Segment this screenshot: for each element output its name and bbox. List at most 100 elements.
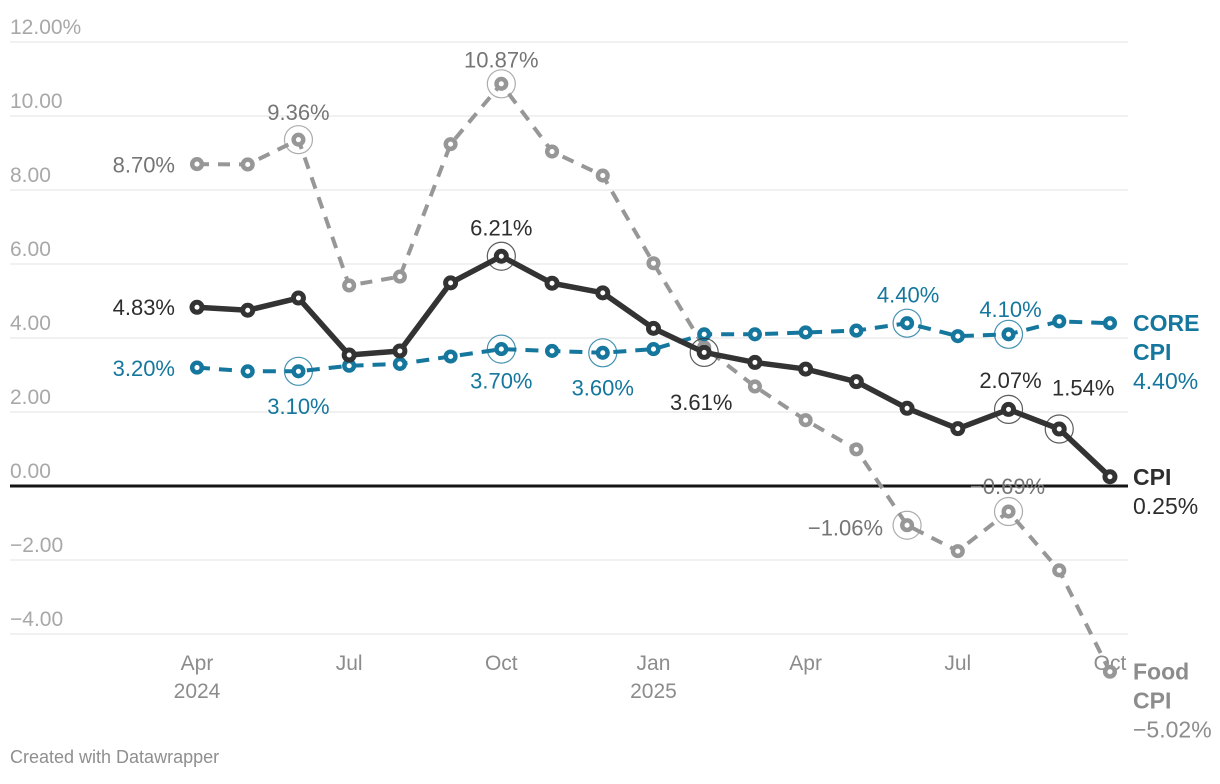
highlight-ring-cpi: [1044, 414, 1074, 444]
point-core-cpi-Jun 2025: [900, 316, 915, 331]
point-food-cpi-Dec 2024: [595, 168, 610, 183]
data-label-core-cpi: 3.70%: [470, 369, 532, 394]
point-cpi-Aug 2024: [392, 343, 408, 359]
highlight-ring-cpi: [689, 337, 719, 368]
point-cpi-Jul 2024: [341, 347, 357, 363]
point-food-cpi-May 2024: [240, 157, 255, 172]
point-cpi-Sep 2024: [443, 275, 459, 291]
y-axis-label: 2.00: [10, 386, 51, 409]
point-cpi-Sep 2025: [1051, 421, 1067, 437]
point-core-cpi-May 2024: [240, 364, 255, 379]
y-axis-label: −2.00: [10, 534, 63, 557]
series-end-value-cpi: 0.25%: [1133, 493, 1198, 519]
highlight-ring-food-cpi: [283, 125, 314, 155]
point-cpi-Feb 2025: [696, 344, 712, 360]
point-food-cpi-Aug 2025: [1001, 504, 1016, 519]
point-core-cpi-May 2025: [849, 323, 864, 338]
point-core-cpi-Aug 2025: [1001, 327, 1016, 342]
x-axis-label: Apr: [789, 652, 822, 675]
data-label-food-cpi: −1.06%: [808, 516, 883, 541]
data-label-core-cpi: 3.60%: [572, 375, 634, 400]
point-food-cpi-Jul 2024: [342, 278, 357, 293]
point-cpi-Apr 2025: [798, 361, 814, 377]
point-core-cpi-Feb 2025: [697, 327, 712, 342]
x-axis-label: Jul: [944, 652, 971, 675]
line-food-cpi: [196, 80, 1112, 673]
x-axis-label: Oct: [1094, 652, 1127, 675]
point-food-cpi-Jun 2025: [900, 518, 915, 533]
highlight-ring-core-cpi: [993, 319, 1024, 349]
x-axis-label: Jan: [637, 652, 671, 675]
point-food-cpi-Nov 2024: [544, 144, 560, 159]
series-name-core-cpi: CORE: [1133, 310, 1199, 336]
highlight-ring-cpi: [993, 394, 1024, 425]
point-food-cpi-Sep 2024: [443, 137, 458, 152]
point-cpi-May 2024: [240, 302, 256, 318]
y-axis-label: 10.00: [10, 90, 63, 113]
point-core-cpi-Sep 2024: [443, 349, 458, 364]
series-name-food-cpi: CPI: [1133, 688, 1171, 714]
data-label-food-cpi: 10.87%: [464, 47, 539, 72]
highlight-ring-cpi: [486, 241, 516, 271]
point-food-cpi-Mar 2025: [747, 379, 762, 394]
point-cpi-Nov 2024: [544, 275, 560, 291]
point-food-cpi-Oct 2025: [1102, 664, 1118, 679]
data-label-cpi: 2.07%: [979, 368, 1041, 393]
data-label-food-cpi: −0.69%: [970, 474, 1045, 499]
y-axis-label: 12.00%: [10, 16, 81, 39]
point-core-cpi-Apr 2025: [798, 325, 813, 340]
highlight-ring-food-cpi: [993, 496, 1024, 527]
data-label-food-cpi: 9.36%: [267, 100, 329, 125]
point-food-cpi-Jan 2025: [646, 256, 661, 271]
x-axis-label: Apr: [181, 652, 214, 675]
y-axis-label: −4.00: [10, 608, 63, 631]
x-axis-label: 2025: [630, 680, 677, 703]
point-core-cpi-Oct 2024: [494, 342, 509, 357]
data-label-core-cpi: 4.10%: [979, 297, 1041, 322]
series-name-food-cpi: Food: [1133, 659, 1189, 685]
y-axis-label: 4.00: [10, 312, 51, 335]
highlight-ring-core-cpi: [283, 356, 314, 386]
data-label-cpi: 1.54%: [1052, 376, 1114, 401]
point-core-cpi-Sep 2025: [1052, 314, 1067, 329]
y-axis-label: 6.00: [10, 238, 51, 261]
point-food-cpi-Sep 2025: [1052, 563, 1067, 578]
data-label-core-cpi: 3.10%: [267, 394, 329, 419]
x-axis-label: Oct: [485, 652, 518, 675]
highlight-ring-food-cpi: [892, 510, 922, 540]
point-food-cpi-Jul 2025: [950, 544, 965, 559]
point-food-cpi-Aug 2024: [392, 269, 407, 284]
point-cpi-Oct 2024: [493, 248, 509, 264]
series-end-value-food-cpi: −5.02%: [1133, 717, 1212, 743]
highlight-ring-core-cpi: [892, 308, 922, 338]
point-core-cpi-Jun 2024: [291, 364, 306, 379]
point-cpi-Aug 2025: [1001, 401, 1017, 417]
point-core-cpi-Nov 2024: [544, 343, 560, 359]
point-core-cpi-Jan 2025: [646, 342, 661, 357]
series-name-core-cpi: CPI: [1133, 339, 1171, 365]
point-core-cpi-Jul 2025: [950, 329, 965, 344]
point-core-cpi-Mar 2025: [747, 327, 762, 342]
x-axis-label: Jul: [336, 652, 363, 675]
data-label-cpi: 4.83%: [113, 295, 175, 320]
point-core-cpi-Oct 2025: [1102, 316, 1118, 331]
data-label-core-cpi: 4.40%: [877, 283, 939, 308]
point-core-cpi-Apr 2024: [189, 360, 205, 375]
point-cpi-Oct 2025: [1102, 469, 1118, 485]
point-food-cpi-Oct 2024: [494, 76, 509, 91]
series-end-value-core-cpi: 4.40%: [1133, 368, 1198, 394]
y-axis-label: 8.00: [10, 164, 51, 187]
point-cpi-Jul 2025: [950, 421, 966, 437]
point-cpi-Jun 2024: [290, 290, 306, 306]
highlight-ring-core-cpi: [486, 334, 516, 364]
point-cpi-Dec 2024: [595, 285, 611, 301]
point-cpi-May 2025: [848, 374, 864, 390]
data-label-cpi: 6.21%: [470, 216, 532, 241]
data-label-cpi: 3.61%: [670, 390, 732, 415]
data-label-core-cpi: 3.20%: [113, 356, 175, 381]
highlight-ring-core-cpi: [588, 338, 618, 368]
point-food-cpi-Jun 2024: [291, 132, 306, 147]
datawrapper-attribution-link[interactable]: Created with Datawrapper: [10, 747, 220, 767]
